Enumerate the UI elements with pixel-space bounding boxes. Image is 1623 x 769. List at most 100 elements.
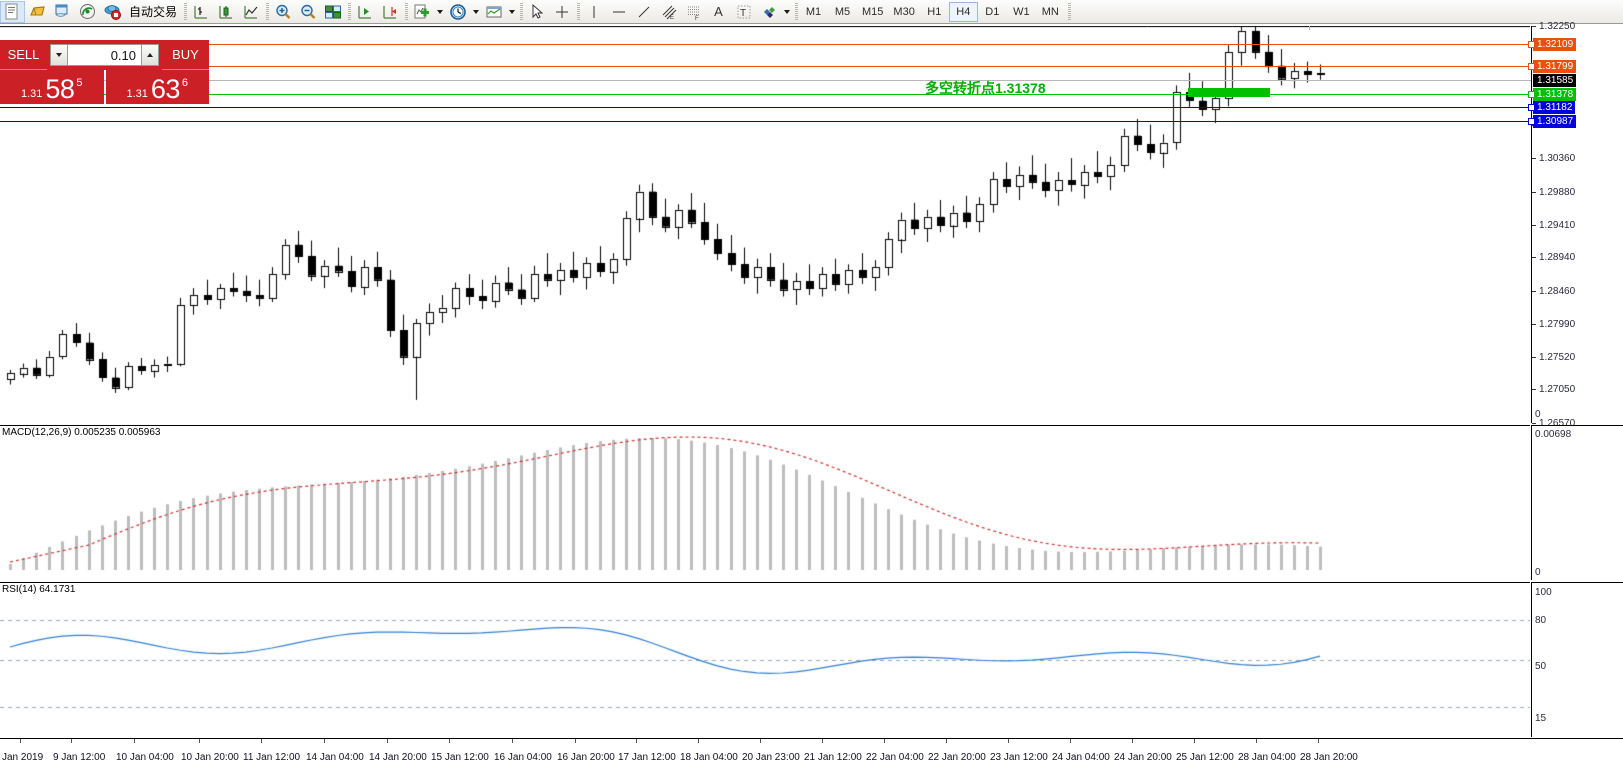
level-line-1.31799[interactable] [0,63,1535,70]
zoom-out-icon[interactable] [295,1,320,23]
text-label-icon[interactable]: A [714,4,723,19]
price-tick: 1.28940 [1532,252,1575,263]
timeframe-h1[interactable]: H1 [927,5,942,18]
price-tag-1.30987[interactable]: 1.30987 [1533,115,1577,128]
time-label: 10 Jan 04:00 [116,752,174,763]
sell-price-fraction: 5 [76,77,83,89]
timeframe-d1[interactable]: D1 [985,5,1000,18]
signals-icon[interactable] [75,1,100,23]
toolbar-separator [402,2,409,22]
indicators-dropdown-caret[interactable] [434,2,445,22]
timeframe-m30[interactable]: M30 [893,5,915,18]
time-tick [134,739,135,743]
price-tag-1.31799[interactable]: 1.31799 [1533,60,1577,73]
time-axis[interactable]: Jan 2019 9 Jan 12:00 10 Jan 04:00 10 Jan 20… [0,738,1623,769]
price-tick: 1.26570 [1532,418,1575,429]
buy-button[interactable]: BUY [162,40,209,70]
level-line-handle[interactable] [1528,104,1535,111]
sell-price-display[interactable]: 1.31 58 5 [0,70,104,104]
sell-button[interactable]: SELL [0,40,47,70]
time-label: 14 Jan 04:00 [306,752,364,763]
crosshair-vertical-line [1309,26,1310,30]
toolbar-separator [263,2,270,22]
timeframe-m1[interactable]: M1 [805,5,822,18]
price-tick: 1.27050 [1532,384,1575,395]
macd-pane[interactable]: MACD(12,26,9) 0.005235 0.005963 [0,425,1530,580]
volume-increase-button[interactable] [141,45,158,65]
price-tag-1.31182[interactable]: 1.31182 [1533,101,1576,114]
auto-scroll-icon[interactable] [352,1,377,23]
fibonacci-retracement-icon[interactable]: F [681,1,706,23]
level-line-1.32109[interactable] [0,41,1535,48]
terminal-window-icon[interactable] [50,1,75,23]
period-dropdown-caret[interactable] [470,2,481,22]
volume-field-wrap: 0.10 [47,40,162,70]
candlestick-chart-icon[interactable] [213,1,238,23]
volume-value[interactable]: 0.10 [110,47,136,63]
timeframe-h4[interactable]: H4 [948,1,978,22]
templates-icon[interactable] [481,1,506,23]
horizontal-line-icon[interactable] [606,1,631,23]
level-line-handle[interactable] [1528,41,1535,48]
price-tick: 1.29410 [1532,220,1575,231]
timeframe-mn[interactable]: MN [1041,5,1059,18]
rsi-tick-15: 15 [1535,713,1547,724]
time-tick [1256,739,1257,743]
tile-windows-icon[interactable] [320,1,345,23]
level-line-handle[interactable] [1528,63,1535,70]
price-chart-pane[interactable] [0,26,1530,423]
rsi-pane[interactable]: RSI(14) 64.1731 [0,582,1530,737]
time-label: 24 Jan 20:00 [1114,752,1172,763]
crosshair-icon[interactable] [549,1,574,23]
level-line-handle[interactable] [1528,118,1535,125]
timeframe-group: M1 M5 M15 M30 H1 H4 D1 W1 MN [799,1,1065,22]
volume-decrease-button[interactable] [51,45,68,65]
buy-price-big: 63 [150,74,181,104]
one-click-trading-panel[interactable]: SELL 0.10 BUY 1.31 58 5 1.31 63 6 [0,40,209,104]
templates-dropdown-caret[interactable] [506,2,517,22]
bar-chart-icon[interactable] [188,1,213,23]
level-line-1.31182[interactable] [0,104,1535,111]
shapes-dropdown-caret[interactable] [781,2,792,22]
timeframe-m15[interactable]: M15 [862,5,884,18]
chart-shift-icon[interactable] [377,1,402,23]
time-label: 28 Jan 20:00 [1300,752,1358,763]
time-tick [822,739,823,743]
price-tag-1.31585[interactable]: 1.31585 [1533,74,1577,87]
zoom-in-icon[interactable] [270,1,295,23]
level-line-handle[interactable] [1528,91,1535,98]
shapes-icon[interactable] [756,1,781,23]
time-tick [1194,739,1195,743]
level-line-1.31378[interactable] [0,91,1535,98]
equidistant-channel-icon[interactable]: E [656,1,681,23]
gold-bar-icon[interactable] [25,1,50,23]
toolbar-separator [517,2,524,22]
time-tick [946,739,947,743]
vertical-line-icon[interactable] [581,1,606,23]
price-tag-1.32109[interactable]: 1.32109 [1533,38,1577,51]
time-tick [1070,739,1071,743]
time-label: 22 Jan 20:00 [928,752,986,763]
volume-stepper[interactable]: 0.10 [50,44,159,66]
autotrading-icon[interactable] [100,1,125,23]
line-chart-icon[interactable] [238,1,263,23]
rsi-tick-80: 80 [1535,615,1547,626]
price-scale[interactable]: 1.322501.308301.303601.298801.294101.289… [1531,21,1623,429]
time-tick [636,739,637,743]
autotrading-label[interactable]: 自动交易 [129,5,178,19]
trendline-icon[interactable] [631,1,656,23]
timeframe-m5[interactable]: M5 [834,5,851,18]
rsi-scale: 100 80 50 15 [1531,582,1623,737]
level-line-1.30987[interactable] [0,118,1535,125]
period-clock-icon[interactable] [445,1,470,23]
timeframe-w1[interactable]: W1 [1013,5,1030,18]
text-box-icon[interactable]: T [731,1,756,23]
buy-price-display[interactable]: 1.31 63 6 [105,70,209,104]
indicators-icon[interactable] [409,1,434,23]
svg-text:F: F [695,16,699,21]
new-order-icon[interactable] [0,0,25,23]
cursor-arrow-icon[interactable] [524,1,549,23]
price-tag-1.31378[interactable]: 1.31378 [1533,88,1577,101]
price-tick: 1.27520 [1532,352,1575,363]
